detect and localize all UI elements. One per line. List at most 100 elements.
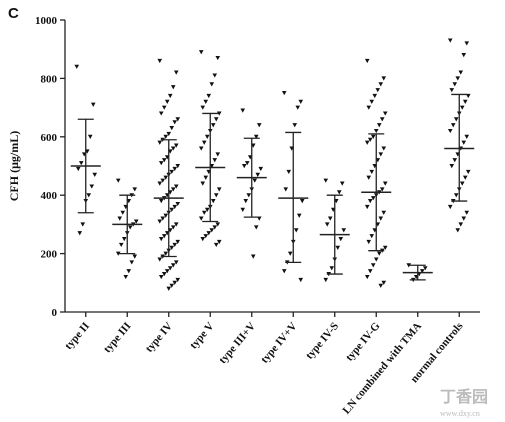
y-axis-label: CFH (μg/mL) <box>7 131 21 201</box>
data-point <box>170 146 176 151</box>
data-point <box>281 91 287 96</box>
data-point <box>198 216 204 221</box>
data-point <box>422 266 428 271</box>
data-point <box>369 234 375 239</box>
data-point <box>169 245 175 250</box>
data-point <box>200 181 206 186</box>
data-point <box>173 143 179 148</box>
data-point <box>175 164 181 169</box>
data-point <box>75 166 81 172</box>
data-point <box>167 266 173 271</box>
data-point <box>341 228 347 233</box>
data-point <box>455 76 461 81</box>
data-point <box>449 164 455 169</box>
x-tick-label: type IV+V <box>259 320 300 366</box>
x-tick-label: type IV-S <box>304 320 342 362</box>
data-point <box>293 228 299 233</box>
data-point <box>364 204 370 210</box>
data-point <box>381 210 387 215</box>
data-point <box>133 219 139 224</box>
data-point <box>461 53 467 58</box>
y-tick-label: 800 <box>41 73 58 85</box>
data-point <box>158 274 164 280</box>
y-tick-label: 1000 <box>35 15 58 27</box>
data-point <box>256 123 262 128</box>
data-point <box>78 161 84 166</box>
data-point <box>255 172 261 177</box>
data-point <box>161 272 167 277</box>
data-point <box>369 99 375 104</box>
data-point <box>216 111 222 116</box>
data-point <box>172 280 178 285</box>
data-point <box>126 269 132 274</box>
data-point <box>173 260 179 265</box>
data-point <box>253 134 259 139</box>
data-point <box>160 178 166 183</box>
data-point <box>370 263 376 268</box>
x-tick-label: type IV <box>143 320 175 355</box>
data-point <box>364 58 370 64</box>
data-point <box>250 254 256 259</box>
data-point <box>338 237 344 242</box>
data-point <box>203 99 209 104</box>
data-point <box>175 277 181 283</box>
data-point <box>339 181 345 186</box>
data-point <box>169 169 175 175</box>
data-point <box>206 231 212 236</box>
data-point <box>240 108 246 113</box>
data-point <box>169 207 175 212</box>
data-point <box>173 184 179 189</box>
data-point <box>210 199 216 204</box>
data-point <box>157 257 163 262</box>
data-point <box>160 216 166 221</box>
data-point <box>212 158 218 163</box>
data-point <box>173 222 179 227</box>
data-point <box>77 231 83 236</box>
data-point <box>157 219 163 224</box>
data-point <box>204 134 210 139</box>
data-point <box>200 237 206 242</box>
data-point <box>453 193 459 198</box>
data-point <box>212 225 218 230</box>
data-point <box>172 204 178 210</box>
data-point <box>90 102 96 107</box>
data-point <box>367 269 373 274</box>
data-point <box>164 269 170 274</box>
data-point <box>161 234 167 239</box>
data-point <box>323 277 329 283</box>
data-point <box>364 140 370 145</box>
x-tick-label: type III <box>101 320 133 355</box>
data-point <box>198 50 204 55</box>
data-point <box>378 82 384 87</box>
data-point <box>161 158 167 163</box>
data-point <box>464 41 470 46</box>
data-point <box>295 105 301 110</box>
data-point <box>92 172 98 177</box>
data-point <box>215 222 221 227</box>
data-point <box>244 161 250 166</box>
data-point <box>406 263 412 268</box>
data-point <box>378 216 384 221</box>
data-point <box>203 234 209 239</box>
data-point <box>296 213 302 218</box>
y-tick-label: 400 <box>41 190 58 202</box>
data-point <box>172 242 178 248</box>
data-point <box>158 199 164 204</box>
data-point <box>175 239 181 245</box>
data-point <box>209 228 215 233</box>
data-point <box>458 70 464 75</box>
data-point <box>447 38 453 43</box>
data-point <box>381 280 387 285</box>
x-tick-label: type III+V <box>217 320 258 366</box>
watermark-url: www.dxy.cn <box>440 409 480 418</box>
data-point <box>240 207 246 212</box>
y-tick-label: 0 <box>52 307 58 319</box>
data-point <box>129 260 135 265</box>
data-point <box>166 131 172 137</box>
data-point <box>453 117 459 122</box>
data-point <box>89 184 95 189</box>
data-point <box>241 164 247 169</box>
data-point <box>120 210 126 215</box>
data-point <box>163 134 169 139</box>
data-point <box>170 225 176 230</box>
